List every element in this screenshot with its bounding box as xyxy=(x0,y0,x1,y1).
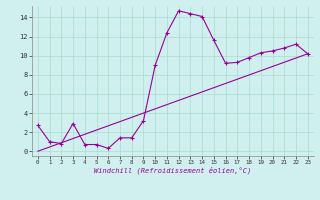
X-axis label: Windchill (Refroidissement éolien,°C): Windchill (Refroidissement éolien,°C) xyxy=(94,167,252,174)
